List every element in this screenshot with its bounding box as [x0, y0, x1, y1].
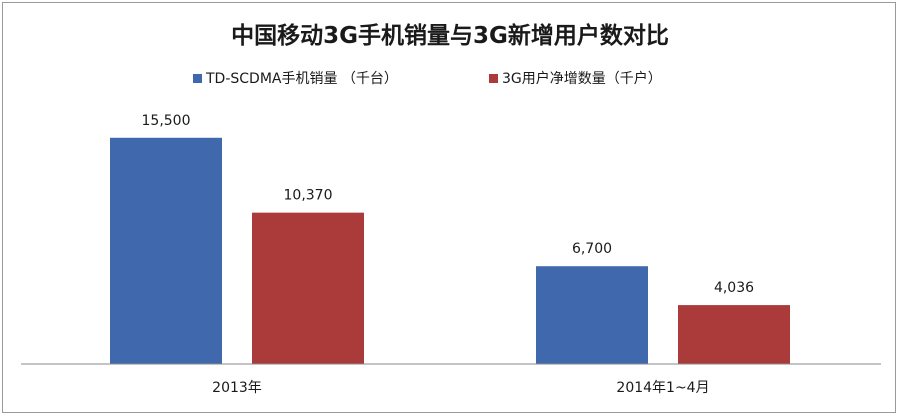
value-labels-group: 15,500 10,370 6,700 4,036	[142, 113, 755, 296]
x-tick-label-2014: 2014年1~4月	[616, 380, 709, 396]
legend-swatch-net-users	[489, 74, 498, 83]
legend-swatch-handset-sales	[193, 74, 202, 83]
bar-net-users-0	[252, 212, 364, 364]
value-label-net-users-1: 4,036	[714, 280, 754, 296]
bar-net-users-1	[678, 305, 790, 364]
legend-label-handset-sales: TD-SCDMA手机销量 （千台）	[205, 71, 398, 87]
bar-handset-sales-1	[536, 266, 648, 364]
bar-handset-sales-0	[110, 137, 222, 364]
bar-chart: 中国移动3G手机销量与3G新增用户数对比 TD-SCDMA手机销量 （千台） 3…	[21, 22, 881, 396]
legend-label-net-users: 3G用户净增数量（千户）	[502, 70, 662, 87]
value-label-net-users-0: 10,370	[284, 188, 333, 204]
x-tick-label-2013: 2013年	[212, 380, 262, 396]
value-label-handset-sales-0: 15,500	[142, 113, 191, 129]
bars-group	[110, 137, 790, 364]
chart-title: 中国移动3G手机销量与3G新增用户数对比	[231, 22, 669, 49]
legend: TD-SCDMA手机销量 （千台） 3G用户净增数量（千户）	[193, 70, 662, 87]
chart-frame: 中国移动3G手机销量与3G新增用户数对比 TD-SCDMA手机销量 （千台） 3…	[2, 2, 896, 413]
value-label-handset-sales-1: 6,700	[572, 241, 612, 257]
